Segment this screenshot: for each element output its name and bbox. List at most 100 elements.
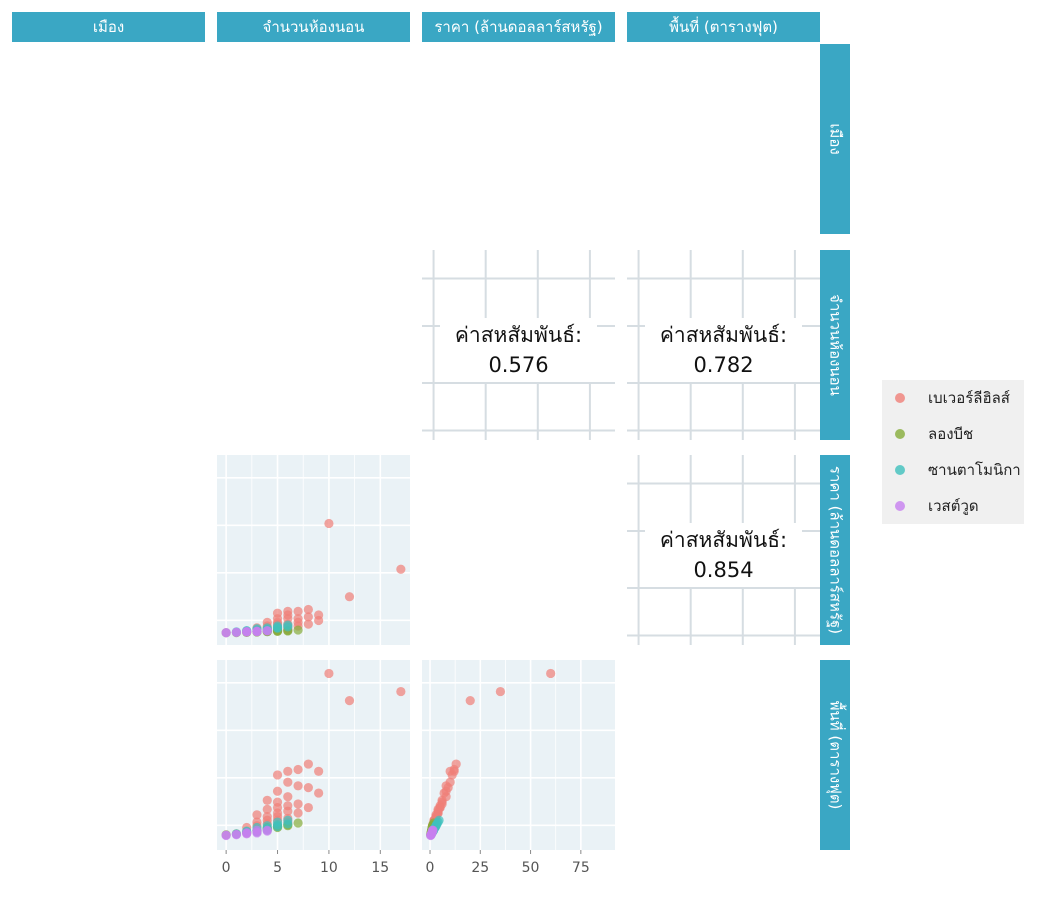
scatter-point (293, 764, 303, 775)
scatter-point (231, 627, 242, 638)
scatter-point (283, 792, 293, 802)
scatter-point (293, 781, 303, 791)
scatter-point (272, 786, 283, 796)
scatter-point (252, 828, 262, 838)
scatter-point (396, 564, 406, 574)
scatter-point (303, 759, 313, 769)
scatter-point (231, 830, 242, 840)
correlation-value: 0.782 (693, 353, 753, 377)
scatter-point (242, 627, 252, 637)
legend-label: เวสต์วูด (928, 497, 979, 515)
column-strip (12, 12, 205, 42)
scatter-panel-background (217, 455, 410, 645)
legend-label: ลองบีช (928, 425, 973, 443)
scatter-point (252, 810, 262, 820)
scatter-point (303, 604, 313, 615)
scatter-point (283, 766, 293, 776)
scatter-point (447, 770, 457, 780)
scatter-point (283, 815, 293, 825)
scatter-point (344, 592, 355, 602)
scatter-point (303, 783, 313, 793)
scatter-point (546, 668, 556, 679)
row-strip-label: เมือง (827, 123, 845, 154)
scatter-point (272, 770, 283, 780)
scatter-point (283, 806, 293, 816)
row-strip (820, 660, 850, 850)
scatter-point (428, 825, 438, 835)
x-tick-label: 10 (320, 860, 338, 876)
legend-key (895, 393, 905, 403)
scatter-point (262, 795, 272, 805)
scatter-point (262, 625, 272, 636)
row-strip (820, 44, 850, 234)
scatter-point (324, 668, 334, 679)
corr-text-backdrop (645, 523, 802, 587)
scatter-point (396, 686, 406, 697)
scatter-point (495, 686, 506, 697)
scatter-point (262, 825, 272, 835)
column-strip-label: เมือง (93, 18, 124, 36)
x-tick-label: 75 (572, 860, 590, 876)
scatter-point (314, 788, 324, 798)
scatter-point (303, 802, 313, 813)
scatter-point (324, 518, 334, 529)
correlation-value: 0.854 (693, 558, 753, 582)
column-strip (217, 12, 410, 42)
scatter-point (283, 620, 293, 630)
column-strip-label: พื้นที่ (ตารางฟุต) (669, 16, 778, 37)
column-strip-label: ราคา (ล้านดอลลาร์สหรัฐ) (434, 18, 602, 36)
legend-background (882, 380, 1024, 524)
scatter-point (465, 696, 475, 706)
row-strip (820, 455, 850, 645)
scatter-point (293, 799, 303, 809)
correlation-label: ค่าสหสัมพันธ์: (455, 323, 582, 347)
x-tick-label: 0 (426, 860, 435, 876)
column-strip-label: จำนวนห้องนอน (263, 18, 365, 36)
scatter-point (221, 830, 231, 841)
correlation-value: 0.576 (488, 353, 548, 377)
correlation-label: ค่าสหสัมพันธ์: (660, 323, 787, 347)
corr-text-backdrop (440, 318, 597, 382)
correlation-panel: ค่าสหสัมพันธ์: 0.576 (422, 250, 615, 440)
scatter-point (252, 627, 262, 637)
scatter-point (272, 622, 283, 633)
legend-label: ซานตาโมนิกา (928, 461, 1021, 479)
x-tick-label: 5 (273, 860, 282, 876)
row-strip-label: พื้นที่ (ตารางฟุต) (826, 701, 847, 810)
scatter-point (293, 606, 303, 616)
scatter-point (272, 820, 283, 830)
scatter-point (314, 766, 324, 776)
scatter-panel-background (422, 660, 615, 850)
scatter-point (314, 615, 324, 626)
legend-key (895, 501, 905, 511)
correlation-label: ค่าสหสัมพันธ์: (660, 528, 787, 552)
scatter-point (262, 804, 272, 814)
x-tick-label: 0 (222, 860, 231, 876)
x-tick-label: 25 (471, 860, 489, 876)
legend-label: เบเวอร์ลีฮิลส์ (928, 389, 1010, 407)
scatter-point (242, 829, 252, 839)
scatter-point (293, 808, 303, 818)
scatter-point (303, 619, 313, 629)
scatter-point (293, 625, 303, 635)
corr-text-backdrop (645, 318, 802, 382)
column-strip (627, 12, 820, 42)
scatter-point (221, 628, 231, 638)
scatter-point (293, 818, 303, 828)
row-strip-label: จำนวนห้องนอน (827, 294, 845, 396)
scatter-point (283, 777, 293, 787)
scatter-panel (217, 660, 410, 850)
scatter-point (344, 696, 355, 706)
row-strip (820, 250, 850, 440)
x-tick-label: 50 (522, 860, 540, 876)
row-strip-label: ราคา (ล้านดอลลาร์สหรัฐ) (827, 466, 845, 634)
correlation-panel: ค่าสหสัมพันธ์: 0.782 (627, 250, 820, 440)
correlation-panel: ค่าสหสัมพันธ์: 0.854 (627, 455, 820, 645)
scatter-panel (422, 660, 615, 850)
scatter-panel (217, 455, 410, 645)
scatter-point (303, 612, 313, 622)
scatter-panel-background (217, 660, 410, 850)
column-strip (422, 12, 615, 42)
